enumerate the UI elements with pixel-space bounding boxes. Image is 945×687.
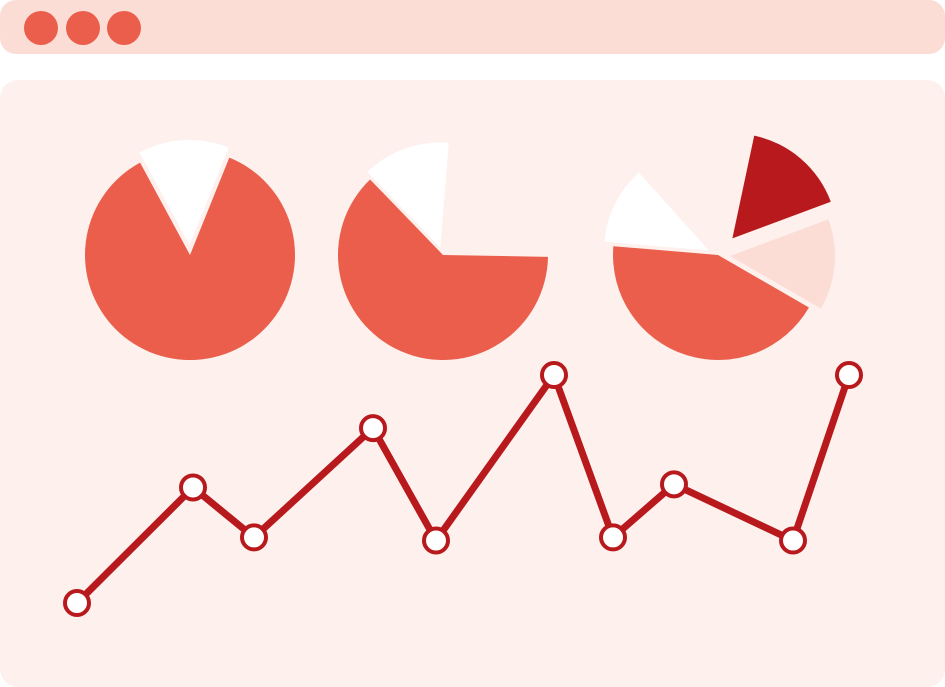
line-point <box>240 523 268 552</box>
line-point <box>599 523 627 552</box>
pie-charts <box>84 135 835 361</box>
window-control-dot[interactable] <box>66 11 100 45</box>
pie-chart <box>84 140 295 361</box>
window-title-bar <box>0 0 945 54</box>
line-series <box>73 371 853 607</box>
line-point <box>779 526 807 555</box>
line-chart <box>63 361 863 617</box>
pie-slice <box>732 135 831 239</box>
pie-slice <box>613 246 809 360</box>
pie-slice <box>367 142 449 248</box>
window-control-dot[interactable] <box>24 11 58 45</box>
pie-slice <box>448 144 554 252</box>
line-point <box>179 473 207 502</box>
line-point <box>540 361 568 389</box>
line-point <box>660 470 688 499</box>
pie-slice <box>139 140 229 246</box>
line-point <box>63 589 91 617</box>
line-point <box>359 414 387 443</box>
window-control-dot[interactable] <box>107 11 141 45</box>
pie-chart <box>604 135 835 360</box>
pie-slice <box>84 157 295 361</box>
line-point <box>422 526 450 555</box>
pie-slice <box>337 179 548 361</box>
line-point <box>835 361 863 389</box>
pie-slice <box>729 219 835 309</box>
pie-slice <box>645 140 738 246</box>
pie-slice <box>604 172 710 251</box>
pie-chart <box>337 142 554 361</box>
